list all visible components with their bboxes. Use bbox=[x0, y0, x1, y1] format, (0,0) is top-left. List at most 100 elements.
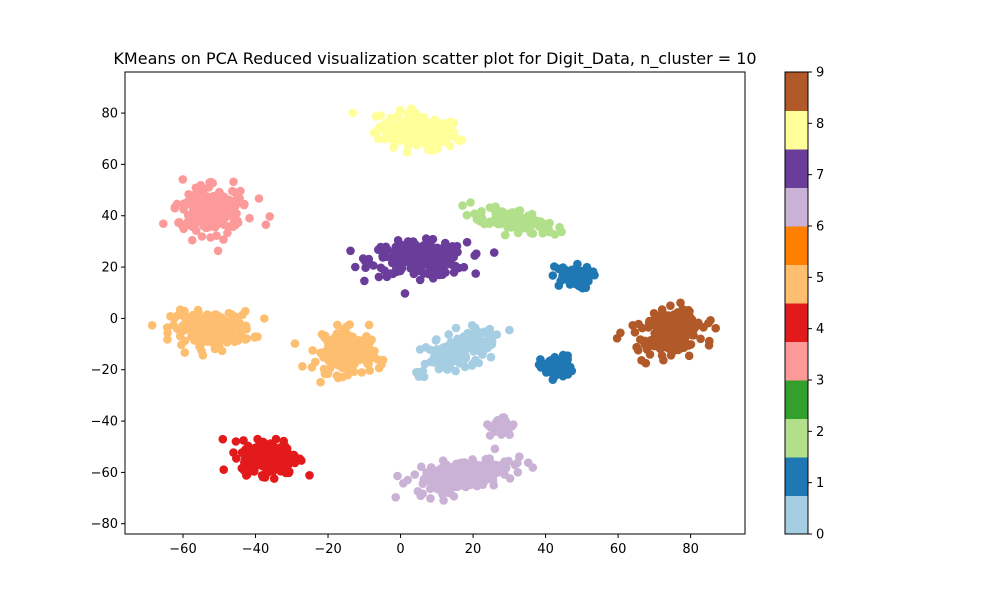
scatter-point bbox=[224, 198, 234, 207]
scatter-point bbox=[490, 444, 500, 454]
scatter-point bbox=[429, 353, 439, 362]
scatter-point bbox=[413, 487, 423, 496]
scatter-point bbox=[462, 210, 472, 220]
scatter-point bbox=[262, 465, 272, 475]
scatter-point bbox=[374, 134, 383, 144]
scatter-point bbox=[501, 463, 511, 473]
scatter-point bbox=[425, 345, 435, 355]
scatter-point bbox=[406, 264, 415, 273]
scatter-point bbox=[527, 209, 537, 219]
scatter-point bbox=[649, 335, 659, 345]
scatter-point bbox=[472, 481, 482, 491]
scatter-point bbox=[239, 466, 249, 475]
scatter-point bbox=[180, 313, 189, 322]
scatter-point bbox=[178, 175, 188, 184]
x-tick-label: 0 bbox=[396, 542, 404, 557]
y-tick-label: 40 bbox=[101, 209, 118, 224]
scatter-point bbox=[494, 419, 504, 429]
scatter-point bbox=[213, 330, 223, 340]
scatter-point bbox=[253, 451, 262, 461]
scatter-point bbox=[381, 245, 391, 254]
scatter-points bbox=[147, 104, 720, 505]
scatter-point bbox=[382, 252, 392, 262]
scatter-point bbox=[214, 341, 224, 351]
colorbar-segment bbox=[785, 457, 808, 496]
scatter-point bbox=[512, 214, 522, 223]
x-tick-label: −40 bbox=[242, 542, 269, 557]
scatter-point bbox=[351, 262, 360, 272]
scatter-point bbox=[175, 324, 184, 334]
scatter-point bbox=[554, 281, 564, 290]
colorbar-segment bbox=[785, 264, 808, 304]
scatter-point bbox=[316, 377, 325, 387]
scatter-point bbox=[191, 202, 201, 212]
cluster-1-group bbox=[534, 350, 577, 385]
scatter-point bbox=[348, 108, 358, 118]
scatter-point bbox=[426, 494, 435, 503]
scatter-point bbox=[453, 247, 462, 257]
scatter-point bbox=[472, 215, 482, 224]
scatter-point bbox=[429, 256, 438, 266]
scatter-point bbox=[548, 271, 558, 280]
scatter-point bbox=[179, 205, 188, 214]
scatter-point bbox=[290, 339, 300, 348]
colorbar-tick-label: 0 bbox=[816, 528, 824, 543]
scatter-point bbox=[489, 248, 499, 257]
scatter-point bbox=[684, 351, 694, 361]
scatter-point bbox=[245, 213, 254, 223]
scatter-point bbox=[432, 345, 442, 354]
scatter-point bbox=[260, 314, 269, 323]
scatter-point bbox=[500, 230, 510, 240]
scatter-point bbox=[298, 362, 307, 371]
scatter-point bbox=[177, 340, 186, 350]
scatter-point bbox=[246, 448, 255, 458]
scatter-point bbox=[431, 336, 441, 345]
scatter-point bbox=[486, 352, 496, 362]
scatter-point bbox=[446, 117, 455, 127]
scatter-point bbox=[385, 131, 394, 141]
scatter-point bbox=[430, 127, 440, 136]
cluster-0-group bbox=[412, 321, 514, 382]
scatter-point bbox=[466, 198, 475, 207]
scatter-point bbox=[407, 137, 417, 146]
colorbar-segment bbox=[785, 495, 808, 535]
x-tick-label: 80 bbox=[682, 542, 699, 557]
colorbar-tick-label: 5 bbox=[816, 271, 824, 286]
scatter-point bbox=[447, 471, 456, 481]
scatter-point bbox=[584, 276, 593, 286]
scatter-point bbox=[578, 269, 587, 278]
scatter-point bbox=[373, 355, 382, 364]
scatter-point bbox=[418, 479, 428, 489]
scatter-point bbox=[247, 466, 256, 476]
scatter-point bbox=[458, 478, 468, 488]
scatter-point bbox=[205, 313, 215, 322]
scatter-point bbox=[431, 468, 440, 477]
scatter-point bbox=[344, 351, 354, 361]
y-tick-label: −40 bbox=[91, 415, 118, 430]
y-tick-label: −20 bbox=[91, 363, 118, 378]
scatter-point bbox=[231, 437, 241, 446]
colorbar-tick-label: 3 bbox=[816, 374, 824, 389]
scatter-point bbox=[558, 269, 568, 279]
scatter-point bbox=[574, 281, 583, 290]
scatter-point bbox=[391, 493, 401, 502]
scatter-point bbox=[206, 233, 215, 242]
scatter-point bbox=[265, 212, 275, 221]
scatter-point bbox=[235, 194, 244, 203]
scatter-point bbox=[365, 338, 375, 347]
scatter-point bbox=[419, 372, 429, 382]
cluster-2-group bbox=[458, 198, 566, 240]
scatter-point bbox=[421, 234, 431, 243]
scatter-point bbox=[445, 141, 455, 151]
scatter-point bbox=[555, 222, 564, 232]
scatter-point bbox=[328, 337, 338, 346]
scatter-point bbox=[365, 366, 375, 375]
scatter-point bbox=[704, 318, 713, 328]
scatter-point bbox=[215, 187, 224, 197]
colorbar-segment bbox=[785, 149, 808, 188]
scatter-point bbox=[674, 325, 684, 334]
scatter-point bbox=[253, 443, 263, 453]
scatter-point bbox=[417, 462, 426, 472]
scatter-point bbox=[242, 334, 252, 343]
